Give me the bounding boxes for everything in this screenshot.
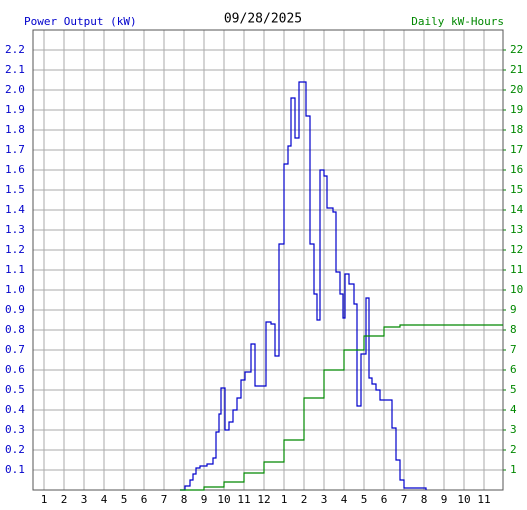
y2-tick-label: 19 xyxy=(510,103,523,116)
y2-tick-label: 10 xyxy=(510,283,523,296)
y-tick-label: 2.1 xyxy=(5,63,25,76)
x-tick-label: 9 xyxy=(201,493,208,506)
y-tick-label: 2.0 xyxy=(5,83,25,96)
y2-tick-label: 5 xyxy=(510,383,517,396)
y-tick-label: 1.0 xyxy=(5,283,25,296)
y2-tick-label: 1 xyxy=(510,463,517,476)
x-tick-label: 7 xyxy=(161,493,168,506)
x-tick-label: 5 xyxy=(361,493,368,506)
x-tick-label: 8 xyxy=(421,493,428,506)
y-tick-label: 0.2 xyxy=(5,443,25,456)
y-tick-label: 2.2 xyxy=(5,43,25,56)
y2-tick-label: 16 xyxy=(510,163,523,176)
y-tick-label: 0.9 xyxy=(5,303,25,316)
y2-tick-label: 15 xyxy=(510,183,523,196)
x-tick-label: 6 xyxy=(141,493,148,506)
y-tick-label: 1.4 xyxy=(5,203,25,216)
x-tick-label: 6 xyxy=(381,493,388,506)
y-tick-label: 1.8 xyxy=(5,123,25,136)
y2-tick-label: 14 xyxy=(510,203,524,216)
y-tick-label: 0.5 xyxy=(5,383,25,396)
y-tick-label: 1.2 xyxy=(5,243,25,256)
y2-tick-label: 4 xyxy=(510,403,517,416)
x-tick-label: 1 xyxy=(281,493,288,506)
y-axis-title: Power Output (kW) xyxy=(24,15,137,28)
y-tick-label: 0.4 xyxy=(5,403,25,416)
x-tick-label: 11 xyxy=(477,493,490,506)
series-line xyxy=(180,81,427,491)
y2-tick-label: 9 xyxy=(510,303,517,316)
x-tick-label: 10 xyxy=(457,493,470,506)
y2-tick-label: 20 xyxy=(510,83,523,96)
x-tick-label: 3 xyxy=(81,493,88,506)
y2-tick-label: 6 xyxy=(510,363,517,376)
y2-tick-label: 12 xyxy=(510,243,523,256)
y2-tick-label: 7 xyxy=(510,343,517,356)
x-tick-label: 10 xyxy=(217,493,230,506)
x-tick-label: 4 xyxy=(341,493,348,506)
y2-tick-label: 11 xyxy=(510,263,523,276)
series-line xyxy=(180,324,503,491)
y-tick-label: 0.1 xyxy=(5,463,25,476)
y-tick-label: 1.9 xyxy=(5,103,25,116)
y-tick-label: 0.6 xyxy=(5,363,25,376)
y2-tick-label: 21 xyxy=(510,63,523,76)
x-tick-label: 11 xyxy=(237,493,250,506)
y-tick-label: 1.1 xyxy=(5,263,25,276)
x-tick-label: 2 xyxy=(301,493,308,506)
x-tick-label: 1 xyxy=(41,493,48,506)
y2-tick-label: 13 xyxy=(510,223,523,236)
y-tick-label: 1.6 xyxy=(5,163,25,176)
y2-tick-label: 17 xyxy=(510,143,523,156)
x-tick-label: 4 xyxy=(101,493,108,506)
x-tick-label: 2 xyxy=(61,493,68,506)
y2-tick-label: 18 xyxy=(510,123,523,136)
y-tick-label: 1.5 xyxy=(5,183,25,196)
y2-tick-label: 2 xyxy=(510,443,517,456)
y2-axis-title: Daily kW-Hours xyxy=(411,15,504,28)
plot-border xyxy=(32,29,504,491)
x-tick-label: 5 xyxy=(121,493,128,506)
x-tick-label: 8 xyxy=(181,493,188,506)
y-tick-label: 0.7 xyxy=(5,343,25,356)
y-tick-label: 1.7 xyxy=(5,143,25,156)
y-tick-label: 0.3 xyxy=(5,423,25,436)
y-tick-label: 1.3 xyxy=(5,223,25,236)
x-tick-label: 12 xyxy=(257,493,270,506)
y2-tick-label: 22 xyxy=(510,43,523,56)
x-tick-label: 7 xyxy=(401,493,408,506)
y2-tick-label: 3 xyxy=(510,423,517,436)
chart-title: 09/28/2025 xyxy=(224,12,302,27)
x-tick-label: 3 xyxy=(321,493,328,506)
y-tick-label: 0.8 xyxy=(5,323,25,336)
y2-tick-label: 8 xyxy=(510,323,517,336)
x-tick-label: 9 xyxy=(441,493,448,506)
